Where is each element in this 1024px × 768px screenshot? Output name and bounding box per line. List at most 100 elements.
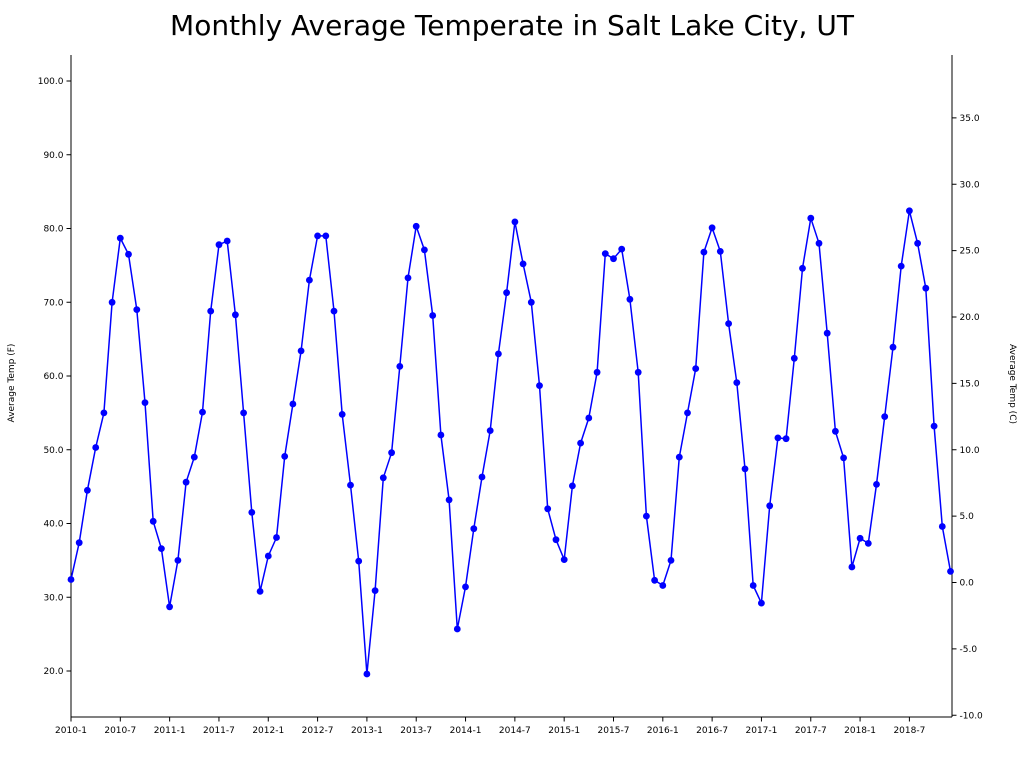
y-axis-left-tick-label: 30.0 — [43, 593, 63, 603]
data-point — [651, 576, 658, 584]
data-point — [404, 274, 412, 282]
data-point — [790, 354, 798, 362]
data-point — [215, 241, 223, 249]
data-point — [832, 427, 839, 435]
y-axis-right-tick-label: -5.0 — [960, 645, 978, 655]
x-axis-tick-label: 2010-1 — [55, 726, 87, 736]
data-point — [700, 248, 708, 256]
data-point — [815, 239, 823, 247]
data-point — [560, 556, 568, 563]
data-point — [495, 350, 502, 358]
y-axis-right-tick-label: 10.0 — [960, 446, 980, 456]
data-point — [799, 264, 806, 272]
x-axis-tick-label: 2016-1 — [647, 726, 679, 736]
data-point — [412, 222, 420, 230]
data-point — [248, 509, 256, 516]
data-point — [823, 329, 831, 337]
data-point — [938, 523, 946, 530]
x-axis-tick-label: 2017-7 — [795, 726, 827, 736]
data-point — [273, 534, 280, 541]
data-point — [207, 307, 215, 315]
x-axis-tick-label: 2018-1 — [844, 726, 876, 736]
data-point — [643, 512, 650, 520]
data-point — [314, 232, 321, 240]
data-point — [659, 582, 667, 589]
data-point — [692, 365, 700, 372]
data-point — [116, 234, 124, 242]
x-axis-tick-label: 2012-7 — [302, 726, 334, 736]
data-point — [347, 481, 354, 489]
data-point — [462, 583, 469, 591]
data-point — [758, 599, 765, 607]
y-axis-left-tick-label: 100.0 — [38, 77, 64, 87]
x-axis-tick-label: 2016-7 — [696, 726, 728, 736]
y-axis-right-tick-label: 5.0 — [960, 512, 975, 522]
data-point — [100, 409, 108, 417]
data-point — [256, 588, 264, 595]
data-point — [889, 343, 897, 351]
data-point — [388, 449, 395, 457]
data-point — [158, 545, 165, 552]
data-point — [848, 563, 856, 571]
data-point — [840, 454, 847, 462]
data-point — [338, 411, 346, 418]
data-point — [355, 557, 363, 565]
data-point — [445, 496, 453, 504]
data-point — [930, 422, 938, 430]
data-point — [92, 444, 100, 451]
x-axis-tick-label: 2017-1 — [746, 726, 778, 736]
y-axis-right-tick-label: 25.0 — [960, 247, 980, 257]
data-point — [873, 481, 880, 488]
data-point — [67, 576, 75, 583]
y-axis-left-tick-label: 60.0 — [43, 372, 63, 382]
data-point — [174, 557, 182, 564]
data-point — [264, 552, 272, 560]
data-point — [626, 295, 634, 303]
y-axis-left-tick-label: 40.0 — [43, 520, 63, 530]
data-point — [807, 214, 815, 222]
data-point — [322, 232, 330, 240]
x-axis-tick-label: 2010-7 — [104, 726, 136, 736]
data-point — [922, 284, 930, 292]
data-point — [429, 312, 437, 319]
data-point — [232, 311, 239, 319]
data-point — [470, 525, 478, 533]
data-point — [166, 603, 174, 611]
data-point — [601, 250, 609, 257]
data-point — [716, 248, 724, 255]
data-point — [634, 368, 642, 376]
y-axis-left-tick-label: 90.0 — [43, 151, 63, 161]
data-point — [289, 400, 297, 408]
data-point — [577, 439, 584, 447]
data-point — [519, 260, 527, 268]
data-point — [741, 465, 749, 473]
data-point — [684, 409, 691, 417]
x-axis-tick-label: 2014-1 — [450, 726, 482, 736]
data-point — [906, 207, 913, 215]
data-line — [70, 210, 952, 675]
data-point — [437, 431, 445, 439]
data-point — [108, 298, 116, 306]
data-point — [511, 218, 519, 226]
data-point — [125, 250, 132, 258]
data-point — [585, 414, 593, 422]
data-point — [856, 534, 864, 542]
x-axis-tick-label: 2011-7 — [203, 726, 235, 736]
data-point — [725, 320, 732, 327]
y-axis-right-tick-label: 15.0 — [960, 379, 980, 389]
data-point — [330, 307, 338, 315]
data-point — [133, 306, 141, 313]
data-point — [453, 625, 461, 633]
data-point — [371, 587, 379, 594]
data-point — [149, 517, 157, 525]
x-axis-tick-label: 2013-7 — [400, 726, 432, 736]
data-point — [281, 453, 289, 460]
data-point — [379, 474, 387, 482]
data-point — [182, 478, 190, 486]
data-point — [190, 453, 198, 461]
data-point — [569, 482, 576, 490]
x-axis-tick-label: 2014-7 — [499, 726, 531, 736]
data-point — [708, 224, 716, 232]
y-axis-left-tick-label: 80.0 — [43, 225, 63, 235]
